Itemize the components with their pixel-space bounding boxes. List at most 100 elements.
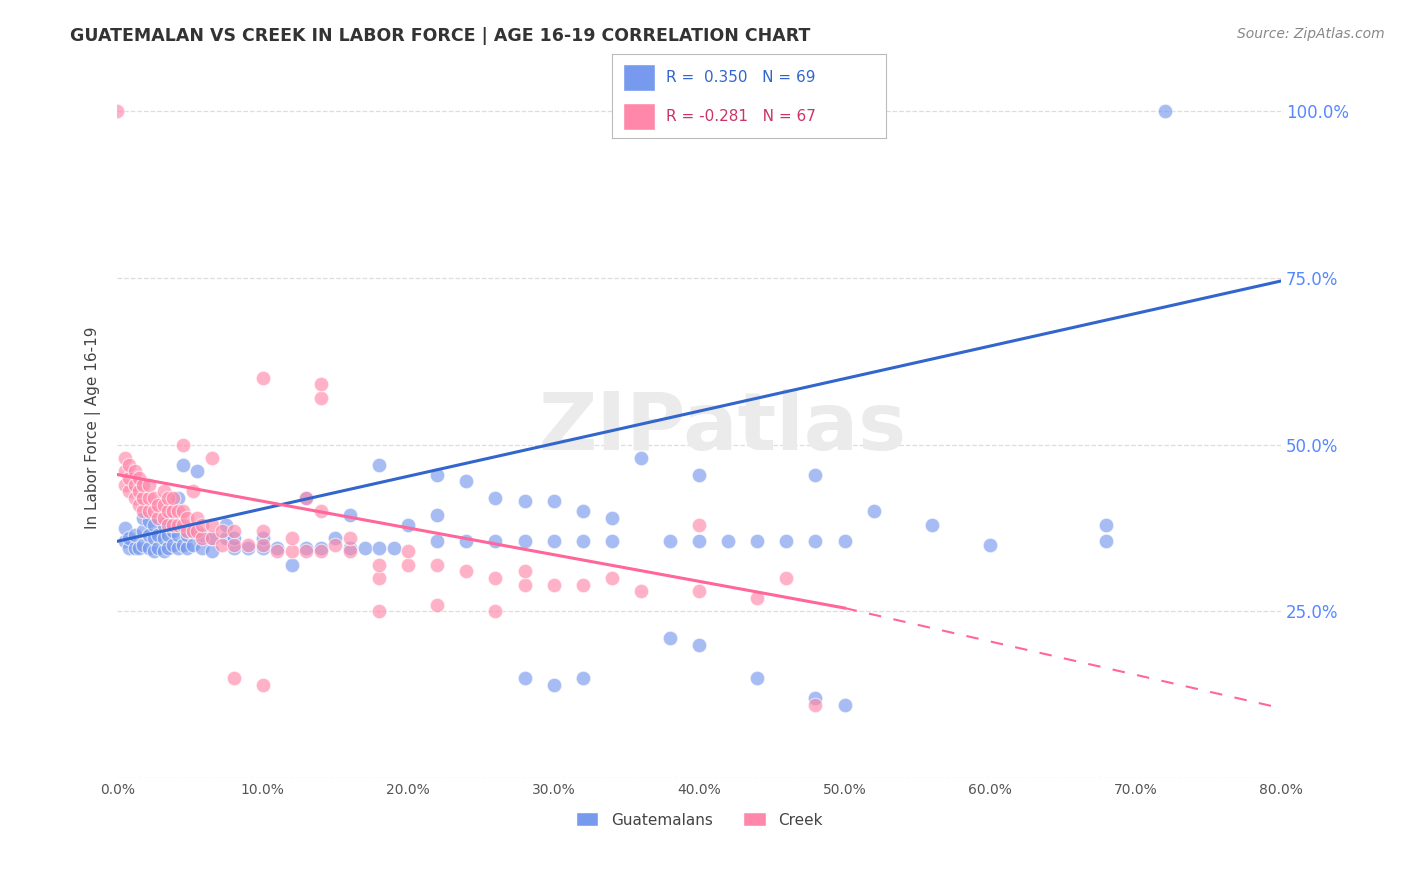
- Point: [176, 511, 198, 525]
- Point: [295, 541, 318, 555]
- Point: [804, 691, 827, 706]
- Point: [426, 558, 449, 572]
- Point: [118, 531, 141, 545]
- Point: [368, 541, 391, 555]
- Point: [181, 524, 204, 539]
- Text: ZIPatlas: ZIPatlas: [538, 389, 907, 467]
- Point: [543, 577, 565, 591]
- Point: [396, 517, 419, 532]
- Point: [979, 538, 1001, 552]
- Point: [717, 534, 740, 549]
- Point: [747, 671, 769, 685]
- Point: [167, 504, 190, 518]
- Point: [484, 604, 506, 618]
- Point: [162, 491, 184, 505]
- Point: [167, 527, 190, 541]
- Point: [543, 534, 565, 549]
- Point: [138, 541, 160, 555]
- Point: [484, 491, 506, 505]
- Point: [281, 544, 304, 558]
- Point: [339, 544, 361, 558]
- Point: [600, 571, 623, 585]
- Point: [201, 544, 224, 558]
- Point: [571, 671, 593, 685]
- Point: [571, 534, 593, 549]
- Point: [513, 577, 536, 591]
- Point: [124, 541, 146, 555]
- Point: [368, 571, 391, 585]
- Point: [138, 527, 160, 541]
- Point: [339, 531, 361, 545]
- Point: [142, 504, 165, 518]
- Point: [132, 504, 155, 518]
- Point: [688, 584, 710, 599]
- Point: [190, 541, 212, 555]
- Point: [862, 504, 884, 518]
- Point: [114, 534, 136, 549]
- Point: [114, 464, 136, 478]
- Point: [309, 541, 332, 555]
- Point: [181, 538, 204, 552]
- Point: [484, 534, 506, 549]
- Point: [142, 491, 165, 505]
- Point: [295, 491, 318, 505]
- Point: [186, 464, 208, 478]
- Point: [775, 571, 797, 585]
- Point: [201, 450, 224, 465]
- Point: [775, 534, 797, 549]
- Point: [157, 491, 180, 505]
- Point: [396, 558, 419, 572]
- Point: [281, 531, 304, 545]
- Point: [201, 531, 224, 545]
- Point: [153, 484, 176, 499]
- FancyBboxPatch shape: [623, 103, 655, 130]
- Point: [325, 538, 347, 552]
- Point: [325, 531, 347, 545]
- Point: [142, 544, 165, 558]
- Point: [426, 598, 449, 612]
- Point: [172, 437, 194, 451]
- Point: [252, 678, 274, 692]
- Point: [309, 504, 332, 518]
- Point: [339, 541, 361, 555]
- Point: [600, 534, 623, 549]
- Point: [176, 524, 198, 539]
- Point: [513, 494, 536, 508]
- Point: [157, 527, 180, 541]
- Point: [659, 534, 682, 549]
- Point: [176, 541, 198, 555]
- Point: [688, 517, 710, 532]
- Point: [215, 517, 238, 532]
- Point: [222, 541, 245, 555]
- Point: [138, 477, 160, 491]
- Point: [124, 477, 146, 491]
- Point: [688, 467, 710, 482]
- Point: [146, 511, 169, 525]
- Y-axis label: In Labor Force | Age 16-19: In Labor Force | Age 16-19: [86, 326, 101, 529]
- Point: [747, 591, 769, 605]
- Point: [114, 521, 136, 535]
- Point: [176, 527, 198, 541]
- Point: [153, 531, 176, 545]
- Point: [128, 484, 150, 499]
- Point: [266, 541, 288, 555]
- FancyBboxPatch shape: [623, 63, 655, 91]
- Point: [368, 604, 391, 618]
- Point: [128, 498, 150, 512]
- Point: [118, 541, 141, 555]
- Point: [1095, 534, 1118, 549]
- Point: [142, 517, 165, 532]
- Point: [426, 508, 449, 522]
- Point: [252, 538, 274, 552]
- Text: Source: ZipAtlas.com: Source: ZipAtlas.com: [1237, 27, 1385, 41]
- Point: [426, 467, 449, 482]
- Point: [128, 471, 150, 485]
- Point: [747, 534, 769, 549]
- Point: [252, 524, 274, 539]
- Point: [172, 517, 194, 532]
- Point: [172, 538, 194, 552]
- Point: [396, 544, 419, 558]
- Point: [571, 577, 593, 591]
- Point: [571, 504, 593, 518]
- Point: [484, 571, 506, 585]
